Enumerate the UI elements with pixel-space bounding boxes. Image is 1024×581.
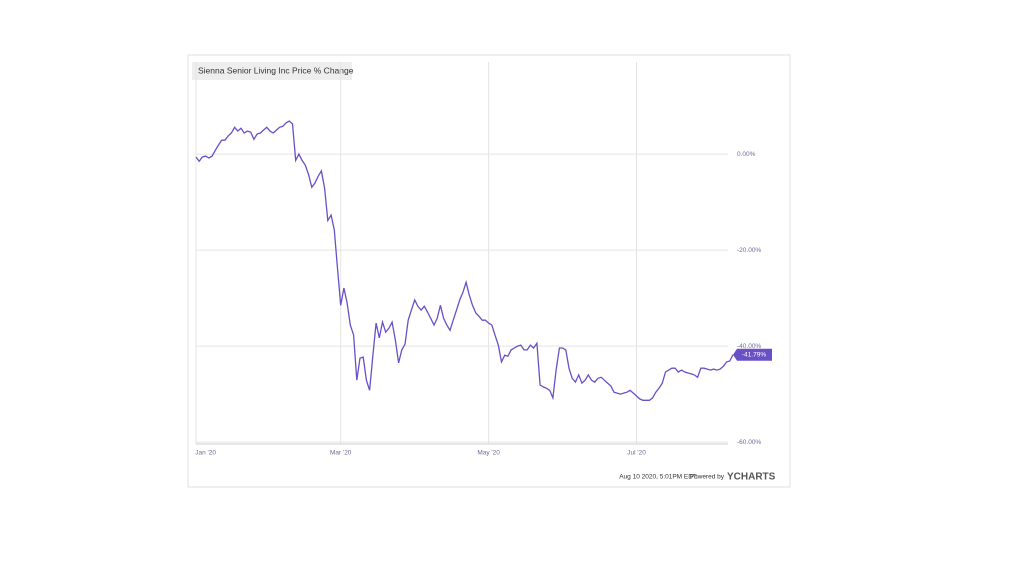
powered-by: Powered by bbox=[690, 474, 725, 481]
y-tick-label: -60.00% bbox=[737, 439, 761, 446]
timestamp: Aug 10 2020, 5:01PM EDT. bbox=[619, 474, 698, 481]
x-tick-label: Jul '20 bbox=[627, 450, 646, 457]
y-tick-label: 0.00% bbox=[737, 151, 756, 158]
price-line bbox=[195, 120, 734, 401]
brand: YCHARTS bbox=[727, 472, 776, 483]
y-tick-label: -40.00% bbox=[737, 343, 761, 350]
chart-title: Sienna Senior Living Inc Price % Change bbox=[198, 65, 354, 75]
last-value-label: -41.79% bbox=[742, 351, 766, 358]
x-tick-label: May '20 bbox=[477, 450, 500, 457]
y-tick-label: -20.00% bbox=[737, 247, 761, 254]
last-value-badge bbox=[733, 348, 772, 361]
x-tick-label: Jan '20 bbox=[195, 450, 216, 457]
x-tick-label: Mar '20 bbox=[330, 450, 352, 457]
title-box bbox=[192, 62, 352, 80]
